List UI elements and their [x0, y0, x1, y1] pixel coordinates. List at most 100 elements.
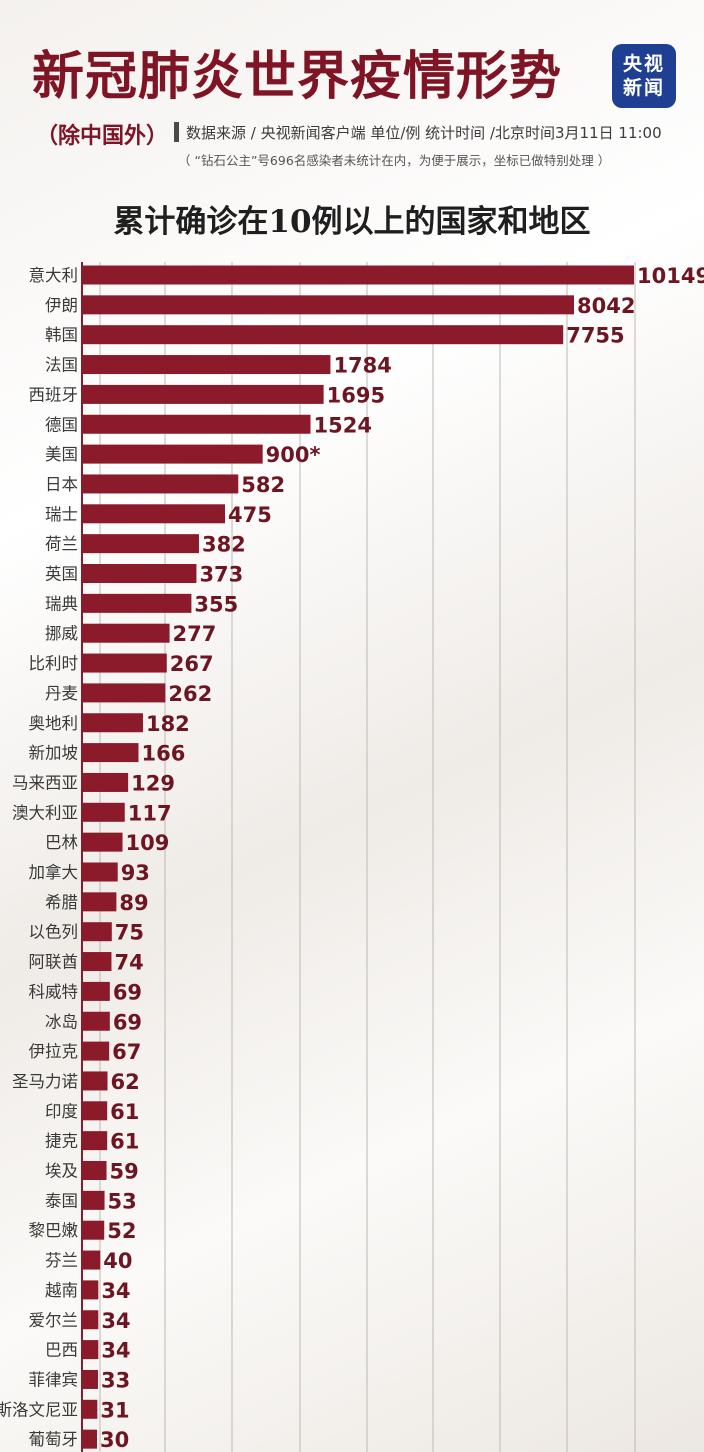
category-label: 丹麦	[45, 684, 78, 703]
bar	[82, 981, 110, 1001]
logo-text-line2: 新闻	[622, 77, 665, 99]
category-label: 斯洛文尼亚	[0, 1400, 78, 1419]
bar	[82, 1041, 110, 1061]
value-label: 129	[131, 771, 175, 795]
footnote: （ “钻石公主”号696名感染者未统计在内，为便于展示，坐标已做特别处理 ）	[178, 153, 611, 168]
category-label: 越南	[45, 1281, 78, 1300]
bar	[82, 534, 199, 554]
value-label: 267	[170, 652, 214, 676]
category-label: 瑞士	[45, 505, 78, 524]
value-label: 74	[114, 951, 143, 975]
bar	[82, 1011, 110, 1031]
value-label: 89	[119, 891, 148, 915]
value-label: 182	[146, 712, 190, 736]
bar	[82, 743, 139, 763]
value-label: 53	[108, 1189, 137, 1213]
value-label: 34	[101, 1309, 130, 1333]
bar	[82, 1340, 99, 1360]
bar	[82, 952, 112, 972]
category-label: 德国	[45, 415, 78, 434]
category-label: 法国	[45, 356, 78, 375]
category-label: 以色列	[29, 923, 79, 942]
value-label: 69	[113, 1010, 142, 1034]
value-label: 34	[101, 1279, 130, 1303]
cctv-news-logo: 央视 新闻	[612, 44, 676, 108]
value-label: 34	[101, 1339, 130, 1363]
source-divider	[174, 122, 179, 142]
value-label: 382	[202, 533, 246, 557]
bar	[82, 414, 311, 434]
category-label: 新加坡	[29, 744, 79, 763]
value-label: 69	[113, 980, 142, 1004]
bar	[82, 683, 166, 703]
value-label: 475	[228, 503, 272, 527]
category-label: 菲律宾	[29, 1370, 79, 1389]
category-label: 爱尔兰	[29, 1311, 79, 1330]
category-label: 印度	[45, 1102, 78, 1121]
bar	[82, 504, 225, 524]
bar	[82, 1161, 107, 1180]
bar	[82, 1369, 98, 1389]
value-label: 62	[111, 1070, 140, 1094]
value-label: 33	[101, 1368, 130, 1392]
value-label: 59	[110, 1160, 139, 1184]
value-label: 10149	[637, 264, 704, 288]
bar	[82, 713, 143, 733]
bar	[82, 1190, 105, 1210]
main-title: 新冠肺炎世界疫情形势	[32, 46, 563, 107]
value-label: 373	[199, 563, 243, 587]
value-label: 900*	[266, 443, 321, 467]
category-label: 巴林	[45, 833, 79, 852]
bar	[82, 772, 129, 792]
subtitle-excluding-china: （除中国外）	[36, 123, 169, 149]
bar	[82, 1220, 105, 1240]
category-label: 意大利	[29, 266, 79, 285]
value-label: 277	[173, 622, 217, 646]
value-label: 30	[100, 1428, 129, 1452]
value-label: 52	[107, 1219, 136, 1243]
value-label: 109	[126, 831, 170, 855]
bar	[82, 1131, 108, 1151]
bar	[82, 832, 123, 852]
category-label: 美国	[45, 445, 78, 464]
chart-title: 累计确诊在10例以上的国家和地区	[113, 204, 591, 240]
category-label: 葡萄牙	[29, 1430, 79, 1449]
bar	[82, 922, 112, 942]
category-label: 比利时	[29, 654, 79, 673]
bar	[82, 1399, 98, 1419]
bar	[82, 653, 167, 673]
category-label: 英国	[45, 565, 78, 584]
value-label: 1784	[333, 354, 391, 378]
bar	[82, 564, 197, 583]
data-source-line: 数据来源 / 央视新闻客户端 单位/例 统计时间 /北京时间3月11日 11:0…	[186, 124, 662, 142]
value-label: 1524	[314, 413, 372, 437]
category-label: 日本	[45, 475, 78, 494]
category-label: 瑞典	[45, 594, 78, 613]
bar	[82, 623, 170, 643]
category-label: 荷兰	[45, 535, 78, 554]
bar	[82, 1310, 99, 1330]
value-label: 61	[110, 1100, 139, 1124]
category-label: 黎巴嫩	[29, 1221, 79, 1240]
category-label: 奥地利	[29, 714, 79, 733]
category-label: 阿联酋	[29, 953, 79, 972]
bar	[82, 265, 634, 285]
bar	[82, 295, 574, 315]
category-label: 科威特	[29, 982, 79, 1001]
bar	[82, 1250, 101, 1270]
category-label: 西班牙	[29, 385, 79, 404]
value-label: 8042	[577, 294, 635, 318]
category-label: 捷克	[45, 1132, 78, 1151]
bar	[82, 444, 263, 464]
category-label: 巴西	[45, 1341, 78, 1360]
value-label: 166	[141, 742, 185, 766]
value-label: 93	[121, 861, 150, 885]
value-label: 355	[194, 592, 238, 616]
value-label: 31	[100, 1398, 129, 1422]
value-label: 7755	[566, 324, 624, 348]
logo-text-line1: 央视	[622, 53, 665, 75]
bar	[82, 355, 331, 375]
category-label: 泰国	[45, 1191, 78, 1210]
value-label: 1695	[327, 383, 385, 407]
